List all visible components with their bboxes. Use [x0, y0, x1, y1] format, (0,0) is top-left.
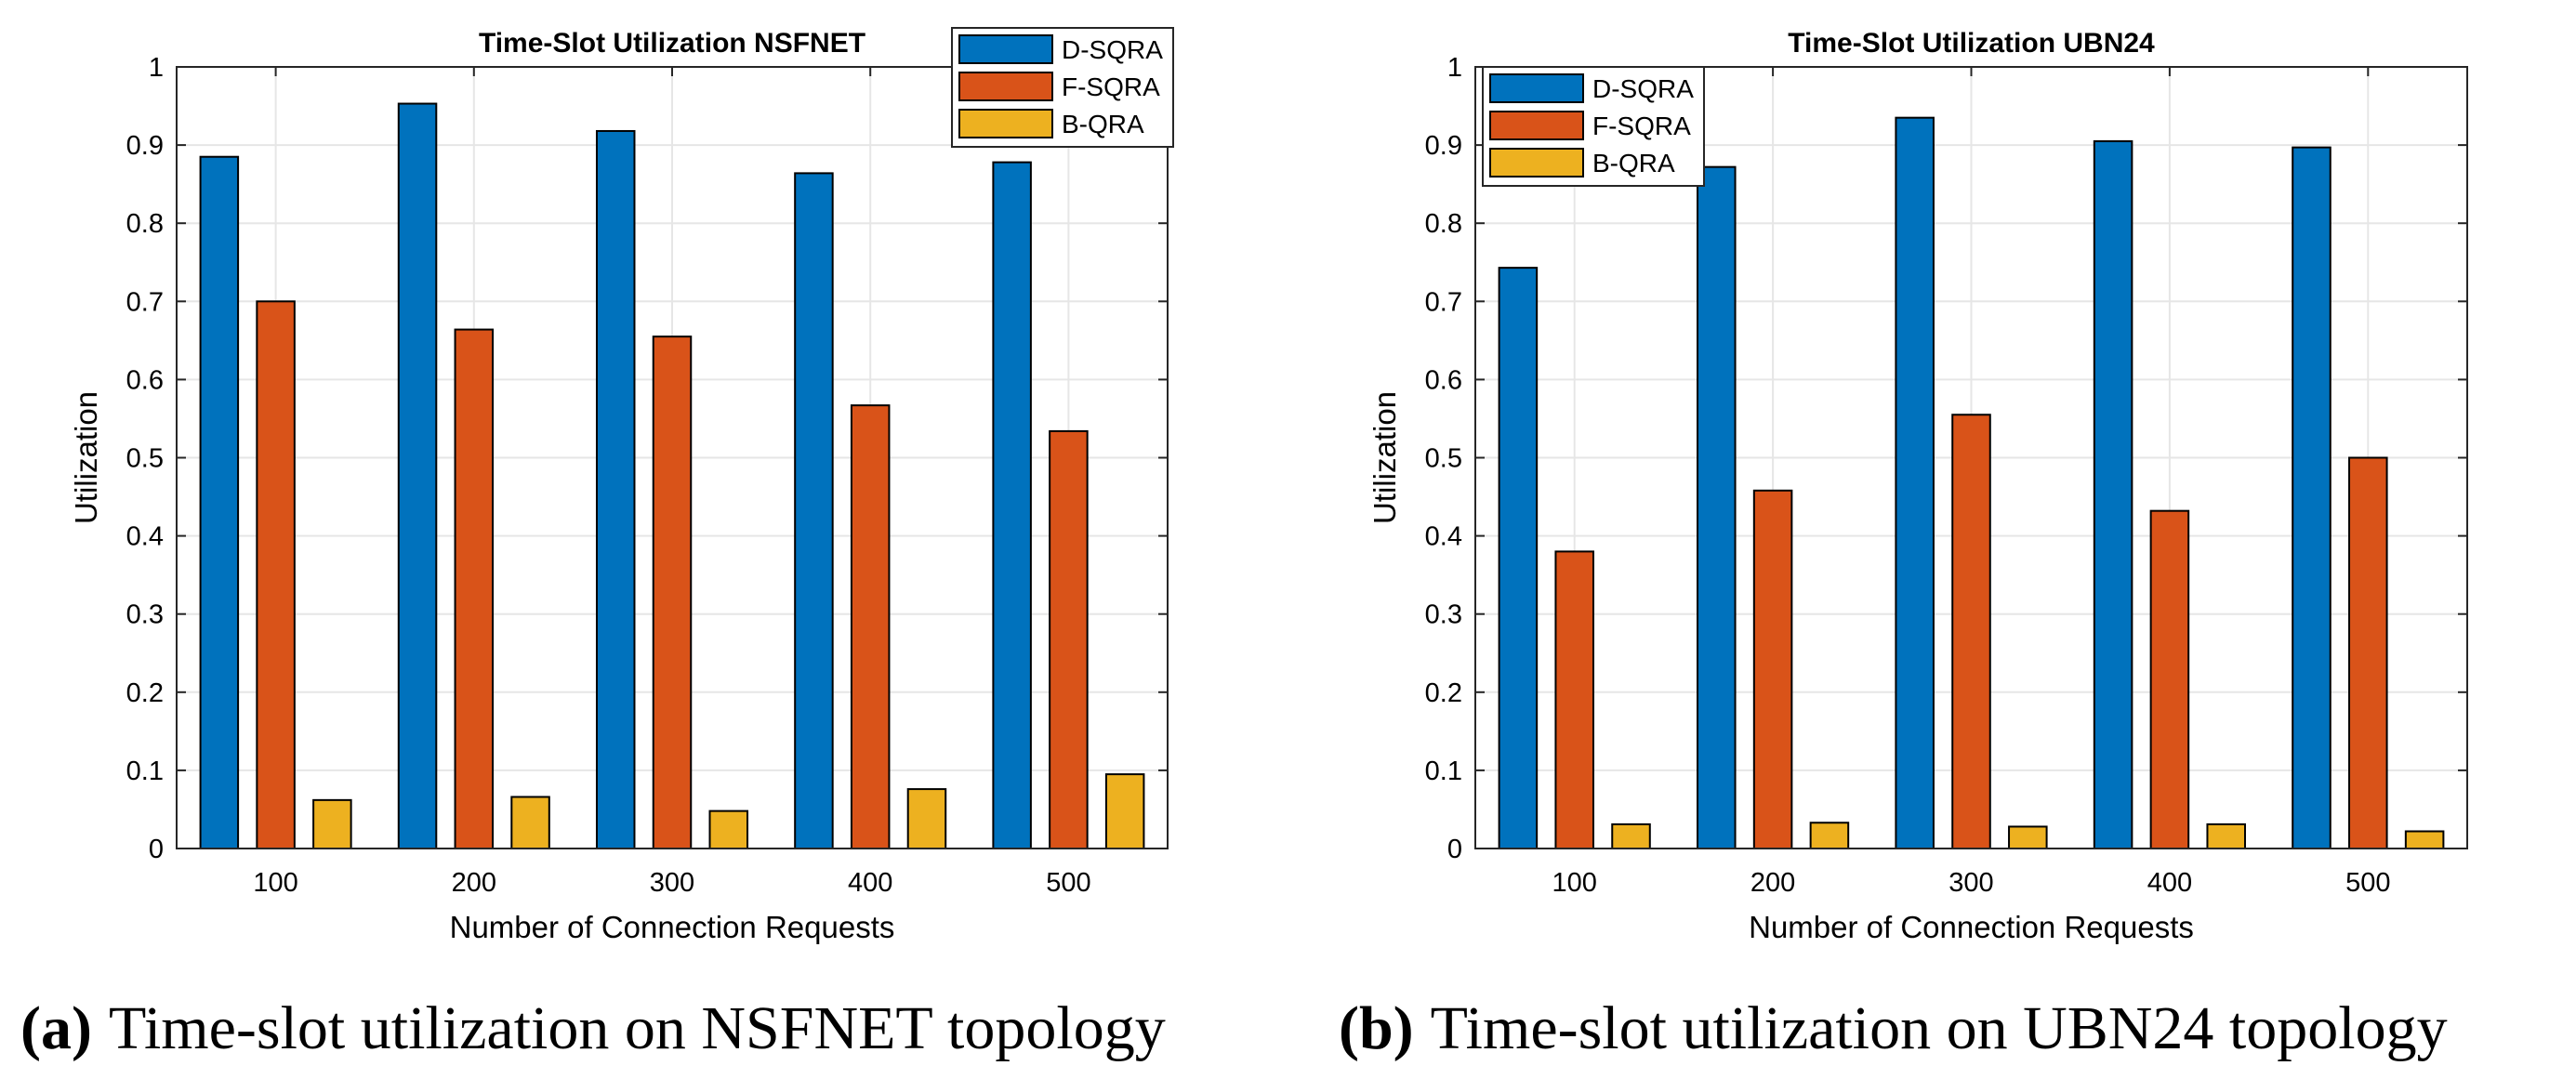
bar-b-qra-200: [511, 796, 549, 849]
x-axis-label: Number of Connection Requests: [1749, 910, 2194, 944]
y-tick-label: 0.4: [1425, 522, 1462, 552]
legend-swatch-d-sqra: [959, 35, 1052, 63]
bar-f-sqra-200: [456, 330, 494, 849]
y-tick-label: 0.8: [126, 209, 164, 239]
y-tick-label: 0.6: [1425, 365, 1462, 395]
bar-d-sqra-200: [399, 104, 437, 849]
caption-text: Time-slot utilization on NSFNET topology: [109, 994, 1166, 1062]
bar-d-sqra-500: [993, 163, 1031, 849]
bar-d-sqra-100: [201, 157, 239, 849]
legend-swatch-f-sqra: [1490, 112, 1583, 139]
bar-d-sqra-200: [1698, 167, 1736, 849]
bar-d-sqra-400: [795, 173, 833, 849]
legend-swatch-d-sqra: [1490, 74, 1583, 102]
y-tick-label: 0.6: [126, 365, 164, 395]
y-tick-label: 0.3: [1425, 600, 1462, 630]
nsfnet-chart-panel: 0 0.1 0.2 0.3 0.4 0.5 0.6 0.7 0.8 0.9 1 100 200 300 40…: [20, 28, 1173, 1062]
bar-b-qra-500: [2406, 831, 2444, 849]
bar-f-sqra-100: [1555, 551, 1593, 849]
x-tick-label: 500: [2345, 868, 2390, 898]
y-tick-label: 0.7: [126, 287, 164, 317]
legend-label: B-QRA: [1592, 149, 1675, 178]
y-tick-label: 0.5: [1425, 444, 1462, 474]
bar-b-qra-300: [2009, 826, 2047, 849]
legend-label: F-SQRA: [1592, 112, 1691, 140]
bar-b-qra-300: [710, 811, 748, 849]
bar-b-qra-400: [2207, 824, 2245, 849]
y-tick-label: 0.7: [1425, 287, 1462, 317]
y-tick-label: 0: [1447, 835, 1462, 864]
figure-caption: (b) Time-slot utilization on UBN24 topolo…: [1339, 994, 2448, 1062]
y-tick-label: 1: [149, 53, 164, 83]
bar-d-sqra-500: [2292, 148, 2331, 849]
x-tick-label: 300: [1949, 868, 1993, 898]
bar-b-qra-100: [1612, 824, 1650, 849]
caption-label: (b): [1339, 994, 1414, 1062]
y-tick-label: 0.2: [126, 678, 164, 708]
x-tick-label: 100: [1552, 868, 1597, 898]
y-tick-label: 0.3: [126, 600, 164, 630]
x-tick-label: 200: [1750, 868, 1795, 898]
x-axis-label: Number of Connection Requests: [450, 910, 895, 944]
legend-swatch-b-qra: [959, 110, 1052, 138]
y-axis-label: Utilization: [69, 391, 103, 524]
x-tick-label: 400: [848, 868, 892, 898]
y-tick-label: 0.1: [126, 757, 164, 786]
caption-label: (a): [20, 994, 92, 1062]
bar-d-sqra-300: [1896, 118, 1934, 849]
x-tick-label: 300: [650, 868, 694, 898]
y-axis-label: Utilization: [1367, 391, 1402, 524]
y-tick-label: 0.2: [1425, 678, 1462, 708]
bar-d-sqra-400: [2094, 141, 2133, 849]
bar-f-sqra-500: [1050, 431, 1088, 849]
bar-b-qra-200: [1811, 822, 1849, 849]
y-tick-label: 0.5: [126, 444, 164, 474]
figure-caption: (a) Time-slot utilization on NSFNET topol…: [20, 994, 1166, 1062]
bar-f-sqra-500: [2349, 458, 2387, 849]
bar-d-sqra-100: [1499, 268, 1538, 849]
y-tick-label: 0.1: [1425, 757, 1462, 786]
legend-label: D-SQRA: [1592, 74, 1694, 103]
caption-text: Time-slot utilization on UBN24 topology: [1431, 994, 2448, 1062]
bar-f-sqra-300: [1952, 414, 1990, 849]
bar-b-qra-400: [908, 789, 946, 849]
legend-label: B-QRA: [1062, 110, 1144, 138]
bar-f-sqra-300: [654, 336, 692, 849]
chart-title: Time-Slot Utilization NSFNET: [479, 28, 865, 59]
bar-b-qra-100: [313, 800, 351, 849]
y-tick-label: 1: [1447, 53, 1462, 83]
chart-title: Time-Slot Utilization UBN24: [1788, 28, 2155, 59]
ubn24-chart-panel: 0 0.1 0.2 0.3 0.4 0.5 0.6 0.7 0.8 0.9 1 100 200 300 40…: [1339, 28, 2467, 1062]
legend-swatch-f-sqra: [959, 72, 1052, 100]
legend-label: D-SQRA: [1062, 35, 1163, 64]
y-tick-label: 0.9: [126, 131, 164, 161]
bar-f-sqra-400: [2151, 511, 2189, 849]
x-tick-label: 500: [1046, 868, 1090, 898]
x-tick-label: 200: [452, 868, 496, 898]
y-tick-label: 0.4: [126, 522, 164, 552]
bar-f-sqra-100: [257, 301, 295, 849]
y-tick-label: 0.8: [1425, 209, 1462, 239]
x-tick-label: 400: [2147, 868, 2192, 898]
bar-f-sqra-200: [1754, 491, 1792, 849]
y-tick-label: 0: [149, 835, 164, 864]
bar-f-sqra-400: [852, 405, 890, 849]
y-tick-label: 0.9: [1425, 131, 1462, 161]
x-tick-label: 100: [253, 868, 297, 898]
legend-swatch-b-qra: [1490, 149, 1583, 177]
bar-b-qra-500: [1106, 774, 1144, 849]
legend-label: F-SQRA: [1062, 72, 1160, 101]
bar-d-sqra-300: [597, 131, 635, 849]
